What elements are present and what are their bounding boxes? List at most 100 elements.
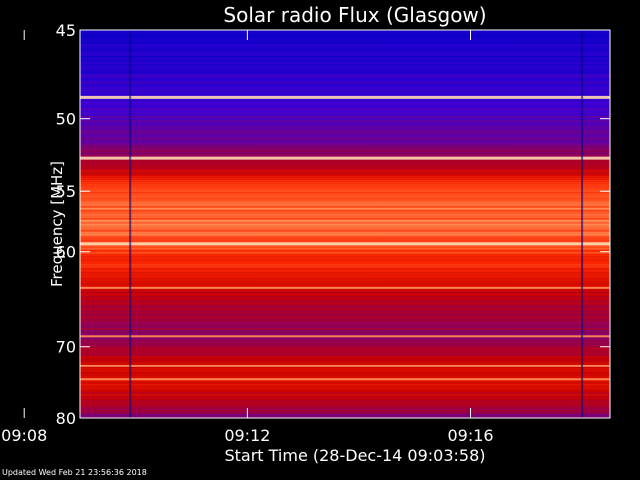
- texture-row: [80, 370, 610, 372]
- texture-row: [80, 404, 610, 406]
- texture-row: [80, 332, 610, 334]
- texture-row: [80, 46, 610, 48]
- texture-row: [80, 162, 610, 164]
- emission-line: [80, 95, 610, 99]
- texture-row: [80, 88, 610, 90]
- texture-row: [80, 30, 610, 32]
- texture-row: [80, 356, 610, 358]
- texture-row: [80, 116, 610, 118]
- texture-row: [80, 328, 610, 330]
- texture-row: [80, 122, 610, 124]
- texture-row: [80, 186, 610, 188]
- texture-row: [80, 174, 610, 176]
- texture-row: [80, 390, 610, 392]
- texture-row: [80, 302, 610, 304]
- texture-row: [80, 218, 610, 220]
- texture-row: [80, 108, 610, 110]
- texture-row: [80, 338, 610, 340]
- texture-row: [80, 60, 610, 62]
- texture-row: [80, 318, 610, 320]
- texture-row: [80, 182, 610, 184]
- texture-row: [80, 144, 610, 146]
- texture-row: [80, 140, 610, 142]
- x-tick-label: 09:08: [1, 426, 47, 445]
- texture-row: [80, 36, 610, 38]
- texture-row: [80, 314, 610, 316]
- texture-row: [80, 262, 610, 264]
- texture-row: [80, 386, 610, 388]
- texture-row: [80, 400, 610, 402]
- texture-row: [80, 164, 610, 166]
- texture-row: [80, 178, 610, 180]
- texture-row: [80, 384, 610, 386]
- texture-row: [80, 212, 610, 214]
- texture-row: [80, 134, 610, 136]
- texture-row: [80, 406, 610, 408]
- texture-row: [80, 180, 610, 182]
- texture-row: [80, 196, 610, 198]
- texture-row: [80, 266, 610, 268]
- texture-row: [80, 52, 610, 54]
- texture-row: [80, 348, 610, 350]
- texture-row: [80, 120, 610, 122]
- emission-line: [80, 335, 610, 338]
- texture-row: [80, 240, 610, 242]
- texture-row: [80, 126, 610, 128]
- texture-row: [80, 230, 610, 232]
- texture-row: [80, 150, 610, 152]
- x-tick-label: 09:16: [447, 426, 493, 445]
- segment-seams: [129, 30, 584, 418]
- texture-row: [80, 58, 610, 60]
- texture-row: [80, 54, 610, 56]
- texture-row: [80, 66, 610, 68]
- texture-row: [80, 306, 610, 308]
- texture-row: [80, 396, 610, 398]
- texture-row: [80, 264, 610, 266]
- texture-row: [80, 110, 610, 112]
- texture-row: [80, 112, 610, 114]
- texture-row: [80, 290, 610, 292]
- texture-row: [80, 86, 610, 88]
- texture-row: [80, 246, 610, 248]
- texture-row: [80, 268, 610, 270]
- texture-row: [80, 256, 610, 258]
- texture-row: [80, 392, 610, 394]
- texture-row: [80, 190, 610, 192]
- texture-row: [80, 408, 610, 410]
- texture-row: [80, 68, 610, 70]
- texture-row: [80, 376, 610, 378]
- texture-row: [80, 282, 610, 284]
- texture-row: [80, 276, 610, 278]
- y-tick-label: 80: [56, 409, 76, 428]
- texture-row: [80, 152, 610, 154]
- emission-line: [80, 242, 610, 246]
- x-tick-label: 09:12: [224, 426, 270, 445]
- texture-row: [80, 172, 610, 174]
- texture-row: [80, 416, 610, 418]
- texture-row: [80, 398, 610, 400]
- texture-row: [80, 42, 610, 44]
- texture-row: [80, 250, 610, 252]
- texture-row: [80, 254, 610, 256]
- texture-row: [80, 368, 610, 370]
- texture-row: [80, 204, 610, 206]
- texture-row: [80, 76, 610, 78]
- texture-row: [80, 352, 610, 354]
- texture-row: [80, 106, 610, 108]
- texture-row: [80, 362, 610, 364]
- texture-row: [80, 372, 610, 374]
- texture-row: [80, 374, 610, 376]
- emission-line: [80, 156, 610, 160]
- texture-row: [80, 188, 610, 190]
- texture-row: [80, 344, 610, 346]
- texture-row: [80, 44, 610, 46]
- emission-line: [80, 364, 610, 367]
- texture-row: [80, 284, 610, 286]
- texture-row: [80, 350, 610, 352]
- texture-row: [80, 280, 610, 282]
- texture-row: [80, 270, 610, 272]
- texture-row: [80, 310, 610, 312]
- texture-row: [80, 298, 610, 300]
- texture-row: [80, 252, 610, 254]
